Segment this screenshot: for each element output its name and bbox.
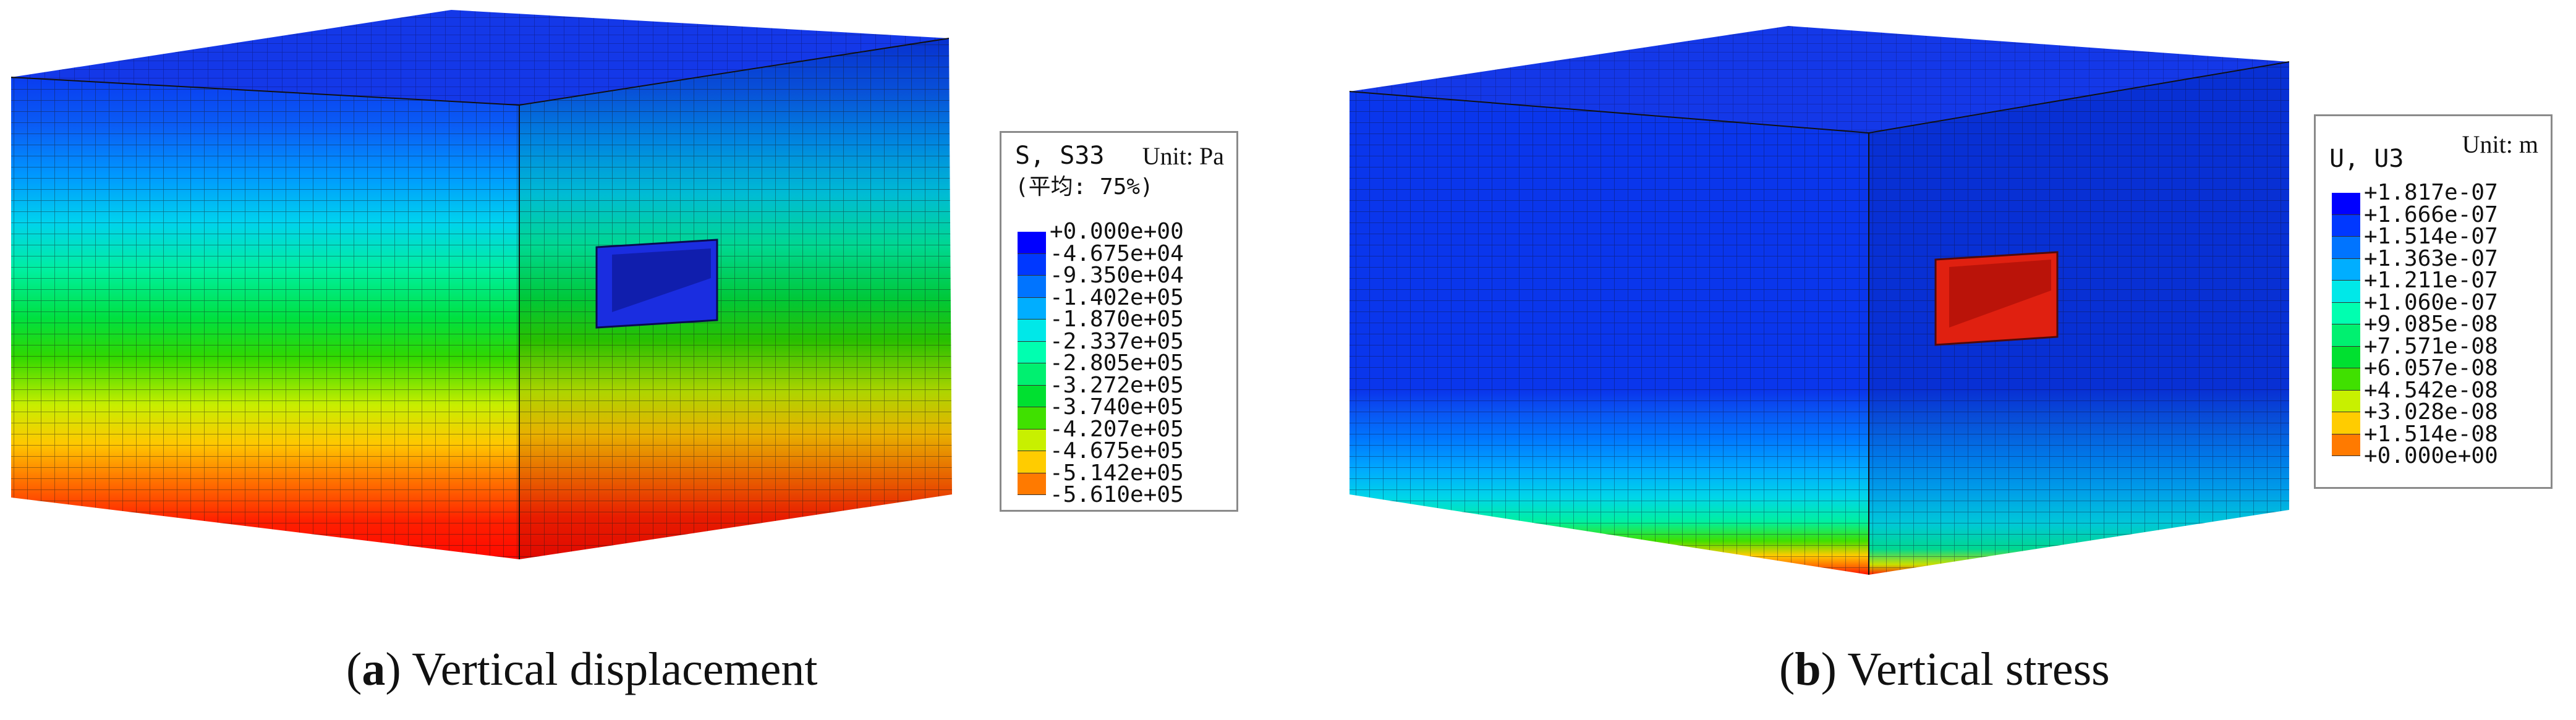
legend-tick-label: +6.057e-08 [2364,355,2498,381]
legend-tick-label: +9.085e-08 [2364,311,2498,337]
legend-tick-label: +3.028e-08 [2364,399,2498,425]
legend-subtitle: (平均: 75%) [1015,174,1154,200]
legend-title: U, U3 [2329,145,2404,173]
caption-letter: a [362,643,386,695]
legend-tick-label: -2.805e+05 [1050,350,1184,376]
legend-tick-label: -9.350e+04 [1050,263,1184,288]
caption-text: Vertical displacement [412,643,818,695]
legend-swatch [1018,341,1046,363]
legend-swatch [1018,407,1046,430]
legend-tick-label: -4.675e+04 [1050,240,1184,266]
legend-tick-label: +0.000e+00 [2364,443,2498,468]
legend-tick-label: +1.514e-07 [2364,224,2498,249]
legend-swatch [1018,320,1046,342]
legend-tick-label: -2.337e+05 [1050,328,1184,354]
caption-text: Vertical stress [1847,643,2110,695]
legend-tick-label: -3.272e+05 [1050,372,1184,398]
legend-swatch [1018,473,1046,495]
legend-tick-label: +1.363e-07 [2364,245,2498,271]
legend-tick-label: +1.211e-07 [2364,268,2498,293]
legend-swatch [2332,258,2360,281]
legend-swatch [2332,390,2360,412]
legend-swatch [1018,253,1046,276]
legend-swatch [2332,237,2360,259]
legend-swatch [2332,368,2360,391]
legend-swatch [2332,193,2360,215]
legend-tick-label: +7.571e-08 [2364,333,2498,359]
legend-tick-label: -1.402e+05 [1050,284,1184,310]
legend-swatch [2332,434,2360,456]
legend-unit: Unit: Pa [1142,142,1224,170]
legend-unit: Unit: m [2462,130,2538,158]
legend-b: U, U3 Unit: m +1.817e-07 +1.666e-07 +1.514… [2314,114,2553,489]
legend-swatch [2332,324,2360,347]
legend-swatch [1018,232,1046,254]
legend-tick-label: +1.060e-07 [2364,289,2498,315]
legend-tick-label: -3.740e+05 [1050,394,1184,420]
legend-swatch [2332,412,2360,434]
legend-tick-label: -5.610e+05 [1050,482,1184,507]
legend-swatch [1018,429,1046,451]
legend-tick-label: -4.675e+05 [1050,438,1184,464]
caption-b: (b) Vertical stress [1779,643,2110,695]
legend-tick-label: -5.142e+05 [1050,460,1184,486]
legend-swatch [2332,214,2360,237]
legend-swatch [2332,302,2360,324]
panel-a: S, S33 Unit: Pa (平均: 75%) +0.000e+00 -4.6… [11,10,1238,695]
caption-letter: b [1795,643,1821,695]
fe-model-vertical-stress [1349,26,2290,575]
legend-tick-label: +4.542e-08 [2364,377,2498,403]
legend-tick-label: +1.666e-07 [2364,201,2498,227]
legend-swatch [1018,297,1046,320]
legend-swatch [1018,363,1046,386]
caption-a: (a) Vertical displacement [346,643,818,695]
legend-tick-label: +0.000e+00 [1050,219,1184,244]
legend-tick-label: -1.870e+05 [1050,307,1184,332]
legend-tick-label: +1.514e-08 [2364,421,2498,447]
legend-title: S, S33 [1015,142,1105,170]
legend-tick-label: +1.817e-07 [2364,180,2498,205]
legend-swatch [1018,276,1046,298]
legend-swatch [2332,281,2360,303]
fe-model-vertical-displacement [11,10,952,559]
legend-swatch [1018,385,1046,407]
legend-swatch [1018,451,1046,473]
legend-swatch [2332,346,2360,368]
panel-b: U, U3 Unit: m +1.817e-07 +1.666e-07 +1.514… [1288,0,2576,720]
legend-tick-label: -4.207e+05 [1050,416,1184,442]
legend-a: S, S33 Unit: Pa (平均: 75%) +0.000e+00 -4.6… [1000,131,1238,512]
